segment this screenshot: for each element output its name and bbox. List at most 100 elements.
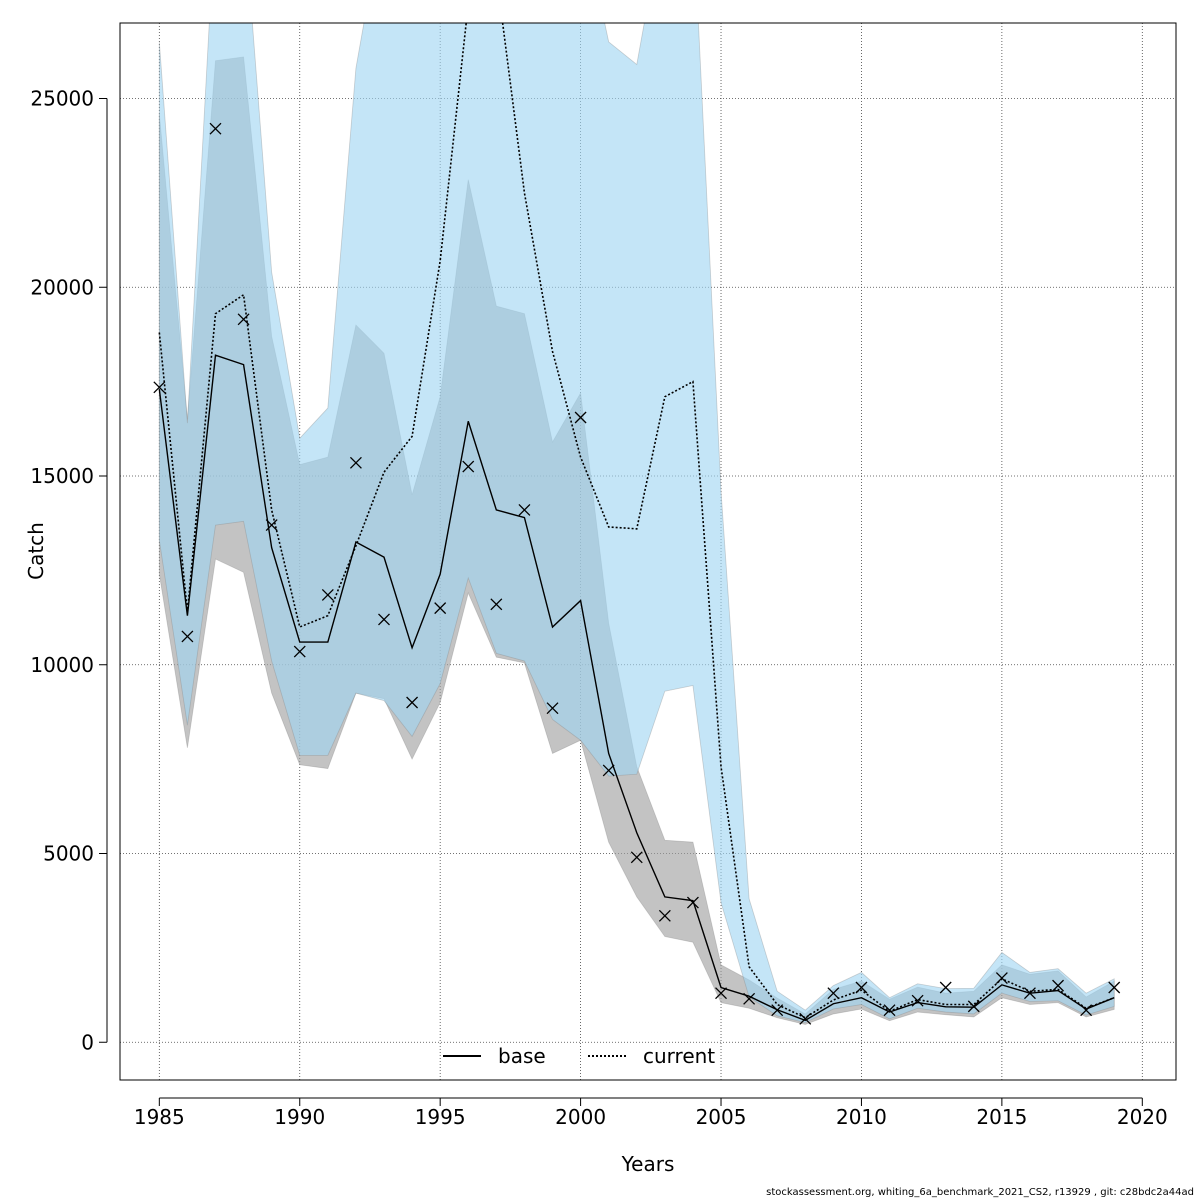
marker-stroke — [153, 381, 166, 394]
band-current — [158, 23, 1115, 1024]
observation-marker — [827, 987, 840, 1000]
y-axis-label: Catch — [24, 522, 48, 580]
marker-stroke — [883, 1004, 896, 1017]
observation-marker — [574, 411, 587, 424]
marker-stroke — [630, 851, 643, 864]
observation-marker — [546, 702, 559, 715]
line-base — [158, 354, 1115, 1022]
y-tick-label: 25000 — [30, 87, 94, 111]
marker-stroke — [1080, 1004, 1093, 1017]
observation-marker — [1052, 979, 1065, 992]
marker-stroke — [602, 764, 615, 777]
marker-stroke — [462, 460, 475, 473]
observation-marker — [293, 645, 306, 658]
plot-frame — [119, 22, 1177, 1081]
observation-marker — [406, 696, 419, 709]
observation-marker — [799, 1012, 812, 1025]
observation-marker — [602, 764, 615, 777]
observation-marker — [743, 992, 756, 1005]
legend-label-current: current — [643, 1044, 715, 1068]
footer-credit: stockassessment.org, whiting_6a_benchmar… — [766, 1187, 1194, 1198]
x-tick-label: 1985 — [134, 1105, 185, 1129]
marker-stroke — [855, 981, 868, 994]
observation-marker — [265, 519, 278, 532]
observation-marker — [855, 981, 868, 994]
observation-marker — [658, 909, 671, 922]
x-tick-label: 2010 — [836, 1105, 887, 1129]
confidence-bands — [158, 23, 1115, 1025]
y-tick-label: 0 — [81, 1030, 94, 1054]
observation-marker — [1080, 1004, 1093, 1017]
marker-stroke — [293, 645, 306, 658]
observation-marker — [1023, 987, 1036, 1000]
observation-marker — [349, 456, 362, 469]
observation-marker — [462, 460, 475, 473]
marker-stroke — [1108, 981, 1121, 994]
observation-marker — [434, 602, 447, 615]
marker-stroke — [743, 992, 756, 1005]
x-tick-label: 2020 — [1117, 1105, 1168, 1129]
legend-label-base: base — [498, 1044, 546, 1068]
y-tick-label: 20000 — [30, 275, 94, 299]
x-axis: 1985 1990 1995 2000 2005 2010 2015 2020 — [134, 1097, 1168, 1129]
observation-marker — [237, 313, 250, 326]
observation-marker — [518, 504, 531, 516]
observation-marker — [321, 588, 334, 601]
marker-stroke — [658, 909, 671, 922]
marker-stroke — [378, 613, 390, 626]
observation-marker — [771, 1004, 784, 1017]
marker-stroke — [911, 994, 924, 1007]
observation-marker — [181, 630, 194, 643]
marker-stroke — [574, 411, 587, 424]
marker-stroke — [265, 519, 278, 532]
observation-marker — [630, 851, 643, 864]
marker-stroke — [827, 987, 840, 1000]
marker-stroke — [518, 504, 531, 516]
x-tick-label: 2000 — [555, 1105, 606, 1129]
legend: base current — [443, 1044, 715, 1068]
marker-stroke — [209, 122, 222, 135]
marker-stroke — [321, 588, 334, 601]
observation-marker — [883, 1004, 896, 1017]
observation-marker — [209, 122, 222, 135]
marker-stroke — [546, 702, 559, 715]
observation-marker — [153, 381, 166, 394]
marker-stroke — [939, 981, 952, 994]
marker-stroke — [1052, 979, 1065, 992]
observation-marker — [1108, 981, 1121, 994]
y-tick-label: 5000 — [43, 842, 94, 866]
observation-marker — [378, 613, 390, 626]
observation-marker — [490, 598, 503, 611]
marker-stroke — [967, 1000, 980, 1013]
marker-stroke — [181, 630, 194, 643]
marker-stroke — [715, 987, 727, 1000]
x-tick-label: 1990 — [274, 1105, 325, 1129]
marker-stroke — [1023, 987, 1036, 1000]
x-axis-label: Years — [621, 1152, 675, 1176]
observation-marker — [686, 896, 699, 909]
y-tick-label: 15000 — [30, 464, 94, 488]
observation-marker — [995, 972, 1008, 985]
marker-stroke — [237, 313, 250, 326]
x-tick-label: 1995 — [415, 1105, 466, 1129]
observation-marker — [911, 994, 924, 1007]
observation-marker — [939, 981, 952, 994]
marker-stroke — [349, 456, 362, 469]
x-tick-label: 2005 — [696, 1105, 747, 1129]
marker-stroke — [686, 896, 699, 909]
marker-stroke — [799, 1012, 812, 1025]
x-tick-label: 2015 — [976, 1105, 1027, 1129]
y-axis: 0 5000 10000 15000 20000 25000 — [30, 87, 108, 1054]
observation-points — [153, 122, 1121, 1025]
observation-marker — [715, 987, 727, 1000]
y-tick-label: 10000 — [30, 653, 94, 677]
marker-stroke — [771, 1004, 784, 1017]
series-lines — [158, 23, 1115, 1022]
observation-marker — [967, 1000, 980, 1013]
marker-stroke — [406, 696, 419, 709]
marker-stroke — [995, 972, 1008, 985]
line-current — [158, 23, 1115, 1019]
marker-stroke — [434, 602, 447, 615]
marker-stroke — [490, 598, 503, 611]
